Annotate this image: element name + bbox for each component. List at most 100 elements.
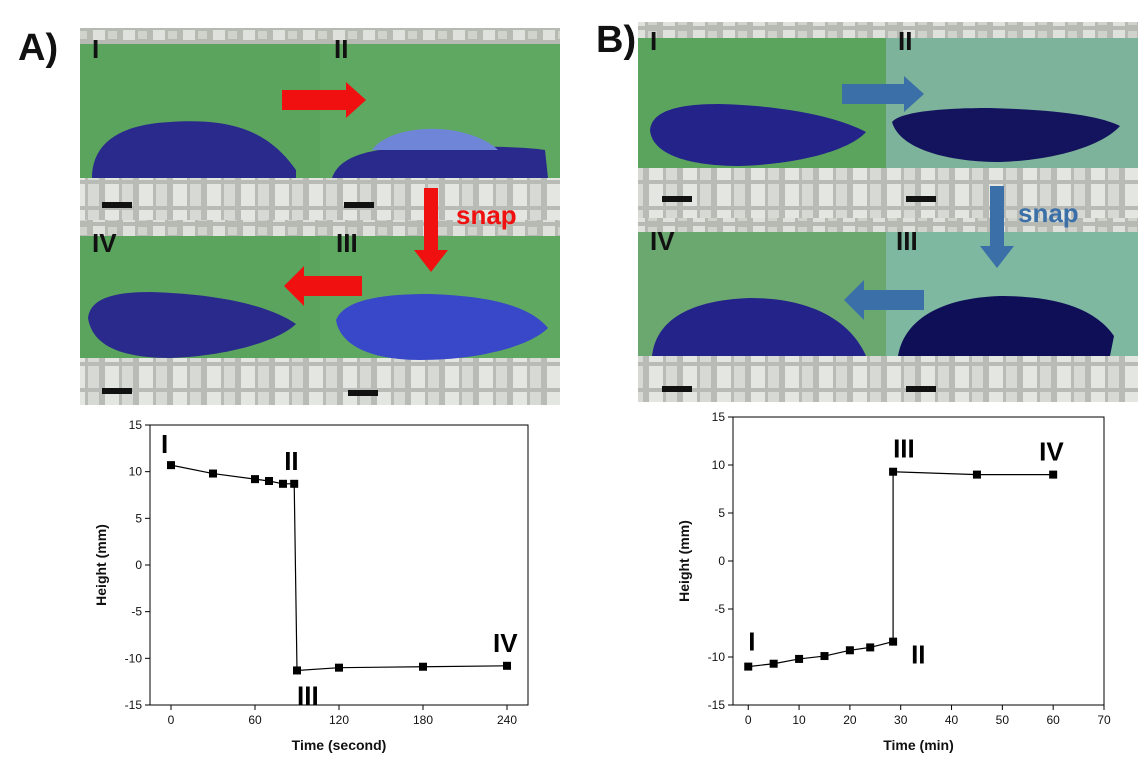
data-point [290, 479, 299, 488]
frame-label: IV [650, 226, 675, 256]
frame-label: I [92, 34, 99, 64]
panel-b-frame-2: II [886, 22, 1138, 218]
frame-label: II [334, 34, 348, 64]
chart-a: -15 -10 -5 0 5 10 15 0 60 120 180 240 Time (second) H… [93, 418, 529, 753]
data-point [251, 475, 259, 484]
series-line [748, 471, 1054, 668]
data-point [820, 652, 829, 661]
panel-b-letter: B) [596, 19, 636, 61]
x-tick-label: 20 [843, 713, 857, 727]
panel-b-frame-3: III [886, 218, 1138, 402]
panel-b-frame-4: IV [638, 218, 886, 402]
point-label: III [297, 680, 319, 710]
snap-label: snap [1018, 198, 1079, 228]
x-axis-title: Time (min) [883, 737, 954, 753]
droplet [898, 296, 1114, 356]
droplet [650, 104, 866, 166]
arrow-right [282, 82, 366, 118]
x-tick-label: 50 [996, 713, 1010, 727]
data-point [279, 479, 287, 488]
droplet [892, 108, 1120, 162]
panel-a-photos: A) I II IV [18, 27, 560, 405]
y-tick-label: 10 [712, 458, 726, 472]
chart-b: -15 -10 -5 0 5 10 15 0 10 20 30 40 50 60 70 Time (min) H… [676, 410, 1111, 753]
x-tick-label: 180 [413, 713, 433, 727]
point-label: IV [493, 628, 518, 658]
droplet [332, 146, 548, 178]
panel-b-arrows: snap [842, 76, 1079, 320]
arrow-down [414, 188, 448, 272]
x-tick-label: 240 [497, 713, 517, 727]
x-tick-label: 10 [792, 713, 806, 727]
y-tick-label: -15 [125, 698, 143, 712]
arrow-left [284, 266, 362, 306]
arrow-right [842, 76, 924, 112]
data-point [769, 659, 778, 668]
scale-bar [102, 202, 132, 208]
y-tick-label: 5 [718, 506, 725, 520]
data-point [419, 662, 427, 671]
x-axis-title: Time (second) [292, 737, 387, 753]
x-tick-label: 40 [945, 713, 959, 727]
panel-b-photos: B) I II IV [596, 19, 1138, 402]
data-point [265, 477, 273, 485]
y-tick-label: 0 [135, 558, 142, 572]
y-tick-label: -5 [714, 602, 725, 616]
data-point [889, 467, 898, 476]
frame-label: I [650, 26, 657, 56]
scale-bar [344, 202, 374, 208]
data-point [889, 637, 898, 646]
panel-a-frame-1: I [80, 28, 320, 220]
data-point [744, 662, 753, 671]
droplet [336, 294, 548, 360]
droplet [88, 292, 296, 358]
frame-label: II [898, 26, 912, 56]
y-axis-title: Height (mm) [93, 524, 109, 606]
droplet [92, 121, 296, 178]
data-point [503, 661, 511, 670]
arrow-down [980, 186, 1014, 268]
x-tick-label: 120 [329, 713, 349, 727]
scale-bar [662, 196, 692, 202]
frame-label: III [336, 228, 358, 258]
series-line [170, 464, 508, 672]
scale-bar [906, 196, 936, 202]
x-tick-label: 0 [168, 713, 175, 727]
y-tick-label: -15 [708, 698, 726, 712]
data-point [1049, 470, 1058, 479]
data-point [845, 646, 854, 655]
point-label: II [284, 446, 298, 476]
data-point [209, 469, 217, 478]
x-tick-label: 60 [248, 713, 262, 727]
data-point [972, 470, 981, 479]
y-tick-label: -5 [131, 605, 142, 619]
point-label: III [893, 434, 915, 464]
data-point [866, 643, 875, 652]
point-label: I [748, 627, 755, 657]
x-tick-label: 30 [894, 713, 908, 727]
x-tick-label: 0 [745, 713, 752, 727]
panel-a-arrows: snap [282, 82, 517, 306]
y-axis-title: Height (mm) [676, 520, 692, 602]
panel-a-frame-4: IV [80, 220, 320, 405]
arrow-left [844, 280, 924, 320]
panel-b-frame-1: I [638, 22, 886, 218]
plot-frame [149, 424, 529, 706]
y-tick-label: 0 [718, 554, 725, 568]
data-point [167, 461, 175, 470]
frame-label: III [896, 226, 918, 256]
droplet [652, 298, 866, 356]
y-tick-label: 5 [135, 511, 142, 525]
scale-bar [102, 388, 132, 394]
scale-bar [662, 386, 692, 392]
panel-a-letter: A) [18, 27, 58, 69]
data-point [795, 654, 804, 663]
data-point [335, 663, 343, 672]
point-label: II [911, 640, 925, 670]
scale-bar [348, 390, 378, 396]
panel-a-frame-3: III [320, 220, 560, 405]
y-tick-label: -10 [708, 650, 726, 664]
droplet-highlight [372, 128, 498, 150]
y-tick-label: -10 [125, 651, 143, 665]
